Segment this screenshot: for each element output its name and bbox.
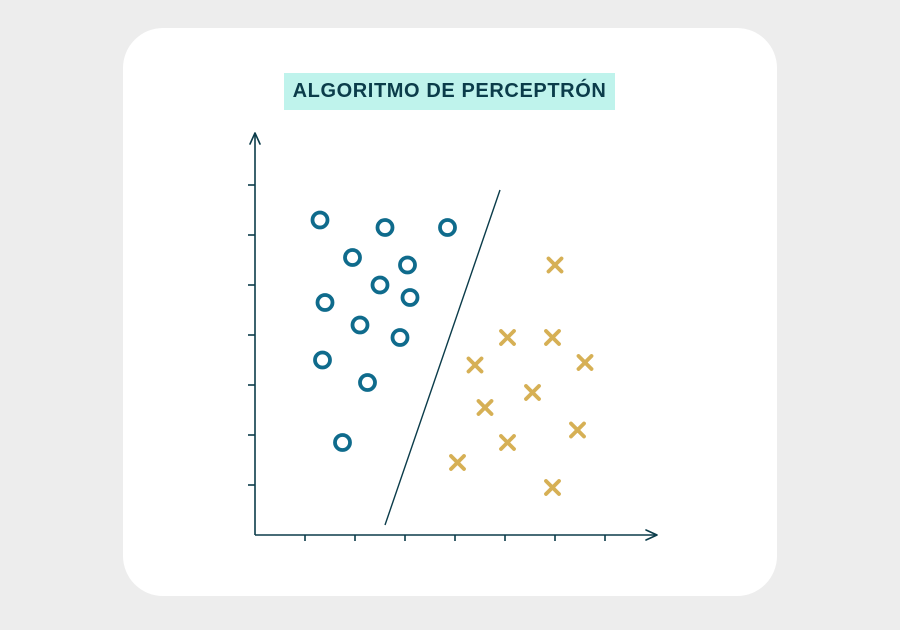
cross-point [476,399,494,416]
cross-point [569,421,586,439]
cross-stroke [449,454,466,471]
axes [248,132,658,541]
decision-boundary-line [384,189,501,526]
cross-stroke [499,329,516,346]
cross-stroke [544,479,561,496]
circle-point [350,315,370,335]
cross-point [499,329,516,346]
circle-point [343,248,362,267]
cross-point [449,454,466,471]
cross-point [544,329,561,346]
circle-point [358,373,377,392]
circle-point [390,328,410,347]
cross-stroke [569,421,586,439]
circle-point [400,288,420,307]
cross-stroke [544,329,561,346]
cross-point [466,356,484,374]
cross-stroke [576,354,594,371]
y-axis-arrow [249,132,261,145]
circle-point [398,255,417,275]
cross-stroke [524,384,541,401]
cross-point [524,384,541,401]
cross-point [576,354,594,371]
circle-point [370,275,390,295]
cross-stroke [466,356,484,374]
chart-title-badge: ALGORITMO DE PERCEPTRÓN [284,73,615,110]
circle-point [313,350,332,370]
circle-point [315,293,335,312]
cross-stroke [546,256,564,274]
x-axis-arrow [645,529,658,541]
chart-card [123,28,777,596]
cross-stroke [476,399,494,416]
circle-point [438,218,457,237]
cross-stroke [499,434,516,451]
circle-point [375,218,395,237]
cross-point [544,479,561,496]
circle-point [310,210,330,230]
decision-boundary-group [384,189,501,526]
cross-point [546,256,564,274]
cross-point [499,434,516,451]
chart-title: ALGORITMO DE PERCEPTRÓN [292,80,607,102]
circle-point [333,433,352,452]
data-points [310,210,594,496]
